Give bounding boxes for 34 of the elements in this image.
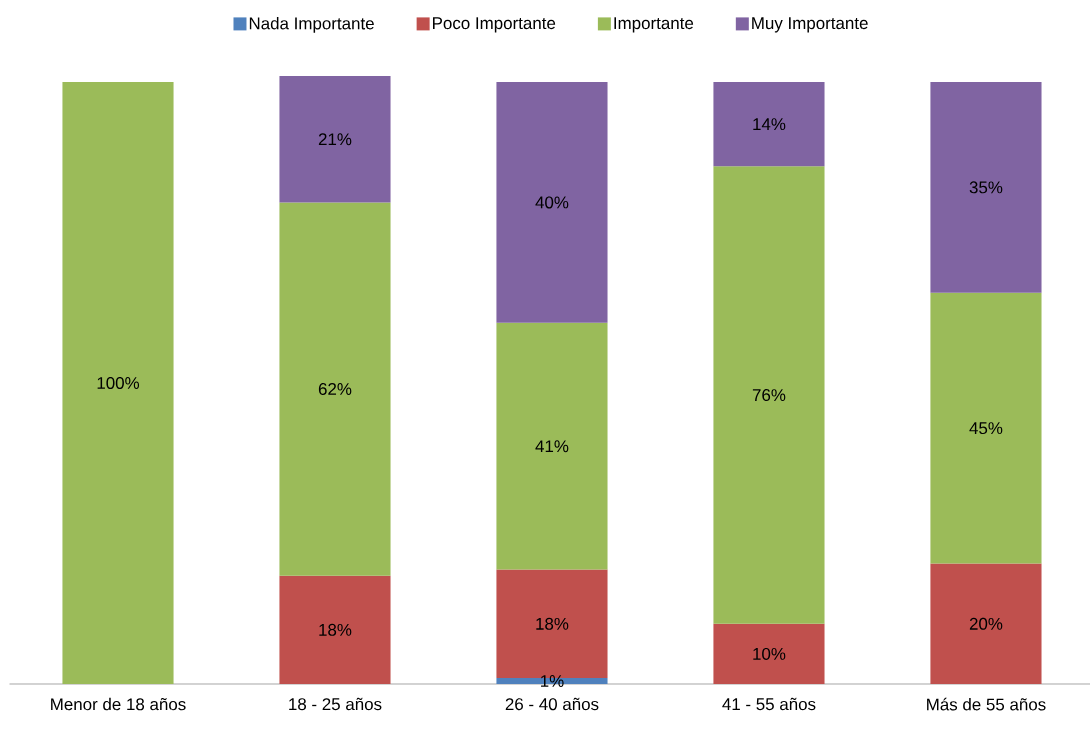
legend-label: Muy Importante bbox=[752, 17, 868, 33]
bar bbox=[713, 166, 825, 624]
data-label: 41% bbox=[535, 440, 569, 453]
bar bbox=[930, 82, 1042, 293]
legend-label: Nada Importante bbox=[249, 17, 374, 33]
data-label: 20% bbox=[969, 617, 1003, 630]
data-label: 21% bbox=[318, 133, 352, 146]
data-label: 45% bbox=[969, 422, 1003, 435]
legend-label: Poco Importante bbox=[433, 17, 556, 33]
bar bbox=[713, 82, 825, 167]
bar bbox=[496, 322, 608, 570]
bar bbox=[930, 292, 1042, 564]
data-label: 14% bbox=[753, 118, 786, 131]
bar bbox=[62, 82, 174, 684]
data-label: 18% bbox=[536, 617, 569, 630]
legend-label: Importante bbox=[614, 17, 694, 33]
bar bbox=[279, 75, 391, 203]
data-label: 10% bbox=[753, 647, 786, 660]
data-label: 100% bbox=[97, 377, 140, 390]
x-tick-label: Más de 55 años bbox=[927, 697, 1046, 711]
bar bbox=[279, 202, 391, 576]
x-tick-label: 41 - 55 años bbox=[722, 697, 816, 711]
x-tick-label: 26 - 40 años bbox=[505, 697, 599, 711]
data-label: 40% bbox=[535, 196, 569, 209]
data-label: 76% bbox=[752, 389, 786, 402]
x-tick-label: Menor de 18 años bbox=[51, 697, 186, 711]
bar bbox=[713, 623, 825, 684]
bar bbox=[279, 575, 391, 684]
bar bbox=[930, 563, 1042, 684]
x-tick-label: 18 - 25 años bbox=[289, 697, 382, 711]
data-label: 62% bbox=[318, 383, 352, 396]
data-label: 18% bbox=[319, 623, 352, 636]
data-label: 35% bbox=[969, 181, 1003, 194]
bar bbox=[496, 82, 608, 323]
